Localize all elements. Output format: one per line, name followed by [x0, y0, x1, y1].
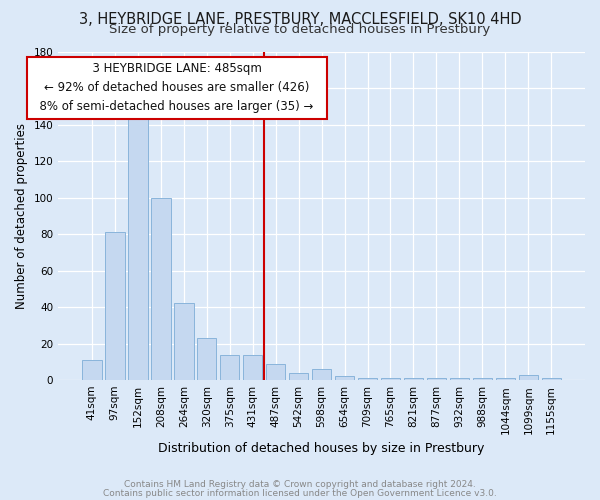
Bar	[174, 304, 194, 380]
Bar	[151, 198, 170, 380]
Bar	[197, 338, 217, 380]
Bar	[358, 378, 377, 380]
Bar	[518, 374, 538, 380]
Bar	[542, 378, 561, 380]
Bar	[381, 378, 400, 380]
Bar	[243, 354, 262, 380]
Bar	[220, 354, 239, 380]
Text: Contains public sector information licensed under the Open Government Licence v3: Contains public sector information licen…	[103, 488, 497, 498]
Text: Size of property relative to detached houses in Prestbury: Size of property relative to detached ho…	[109, 22, 491, 36]
Bar	[496, 378, 515, 380]
Bar	[473, 378, 492, 380]
Bar	[335, 376, 355, 380]
Y-axis label: Number of detached properties: Number of detached properties	[15, 123, 28, 309]
Bar	[449, 378, 469, 380]
Bar	[82, 360, 101, 380]
Text: Contains HM Land Registry data © Crown copyright and database right 2024.: Contains HM Land Registry data © Crown c…	[124, 480, 476, 489]
Bar	[312, 369, 331, 380]
Bar	[427, 378, 446, 380]
Text: 3 HEYBRIDGE LANE: 485sqm  
← 92% of detached houses are smaller (426)
  8% of se: 3 HEYBRIDGE LANE: 485sqm ← 92% of detach…	[32, 62, 322, 114]
Bar	[404, 378, 423, 380]
Bar	[289, 373, 308, 380]
Bar	[128, 116, 148, 380]
X-axis label: Distribution of detached houses by size in Prestbury: Distribution of detached houses by size …	[158, 442, 485, 455]
Text: 3, HEYBRIDGE LANE, PRESTBURY, MACCLESFIELD, SK10 4HD: 3, HEYBRIDGE LANE, PRESTBURY, MACCLESFIE…	[79, 12, 521, 28]
Bar	[105, 232, 125, 380]
Bar	[266, 364, 286, 380]
